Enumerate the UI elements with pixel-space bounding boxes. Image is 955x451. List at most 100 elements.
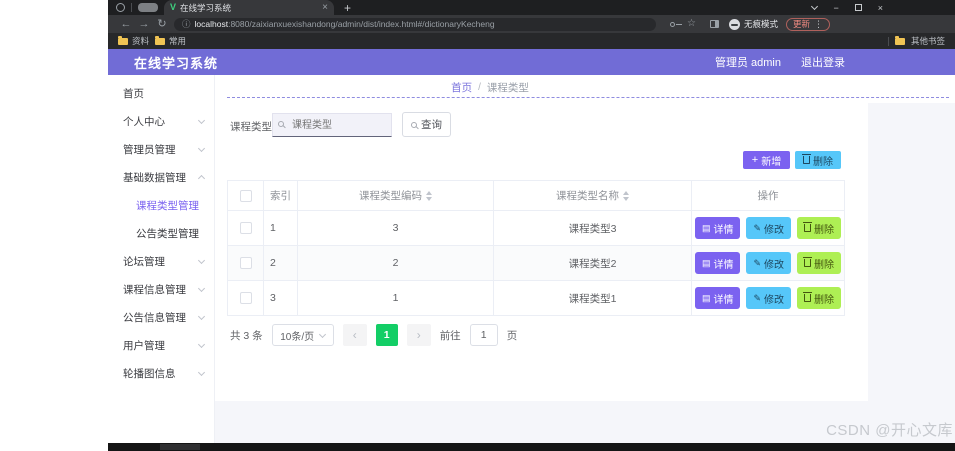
menu-dots-icon[interactable]: ⋮ (814, 18, 823, 29)
app-title: 在线学习系统 (134, 55, 219, 71)
bookmark-folder-1[interactable]: 资料 (118, 35, 149, 47)
goto-page-input[interactable] (469, 324, 498, 346)
breadcrumb-separator-icon: / (478, 82, 481, 93)
search-input-wrap (272, 113, 392, 137)
folder-icon (155, 35, 166, 45)
sidebar-item-admin-management[interactable]: 管理员管理 (108, 135, 214, 163)
watermark: CSDN @开心文库 (826, 422, 953, 439)
bookmarks-bar: 资料 常用 其他书签 (108, 33, 955, 49)
header-name[interactable]: 课程类型名称 (494, 181, 692, 210)
sidebar-item-user-management[interactable]: 用户管理 (108, 331, 214, 359)
trash-icon (802, 154, 811, 164)
sidebar: 首页 个人中心 管理员管理 基础数据管理 课程类型管理 (108, 75, 215, 443)
password-key-icon[interactable] (670, 21, 682, 27)
sidebar-item-home[interactable]: 首页 (123, 87, 144, 100)
sidebar-item-basic-data[interactable]: 基础数据管理 (108, 163, 214, 191)
cell-name: 课程类型3 (494, 211, 692, 245)
maximize-icon[interactable] (854, 4, 862, 11)
back-icon[interactable]: ← (120, 17, 132, 30)
browser-tab[interactable]: V 在线学习系统 × (164, 0, 334, 15)
prev-page-button[interactable]: ‹ (342, 324, 367, 346)
globe-icon[interactable] (116, 3, 125, 12)
current-user[interactable]: 管理员 admin (714, 57, 781, 69)
row-checkbox[interactable] (239, 222, 252, 234)
cell-code: 3 (298, 211, 494, 245)
sidebar-item-notice-type[interactable]: 公告类型管理 (136, 227, 199, 240)
other-bookmarks[interactable]: 其他书签 (887, 35, 945, 47)
current-page-button[interactable]: 1 (375, 324, 398, 346)
detail-icon: ▤ (701, 257, 711, 268)
cell-index: 2 (264, 246, 298, 280)
detail-button[interactable]: ▤ 详情 (694, 252, 741, 274)
sidebar-item-carousel[interactable]: 轮播图信息 (108, 359, 214, 387)
next-page-button[interactable]: › (406, 324, 431, 346)
divider (131, 3, 132, 12)
breadcrumb-home[interactable]: 首页 (451, 82, 473, 94)
header-code[interactable]: 课程类型编码 (298, 181, 494, 210)
cell-operations: ▤ 详情 ✎ 修改 删除 (692, 246, 844, 280)
bulk-delete-button[interactable]: 删除 (795, 151, 841, 169)
row-checkbox[interactable] (239, 292, 252, 304)
page-unit-label: 页 (506, 329, 518, 342)
chevron-down-icon (319, 330, 327, 338)
bookmark-star-icon[interactable]: ☆ (687, 18, 696, 29)
bookmark-label: 资料 (132, 36, 150, 46)
detail-button[interactable]: ▤ 详情 (694, 217, 741, 239)
update-button[interactable]: 更新 ⋮ (785, 17, 830, 31)
cell-name: 课程类型2 (494, 246, 692, 280)
row-checkbox[interactable] (239, 257, 252, 269)
new-tab-button[interactable]: + (344, 0, 352, 15)
sidebar-item-forum[interactable]: 论坛管理 (108, 247, 214, 275)
chevron-down-icon (197, 116, 206, 124)
side-panel-icon[interactable] (709, 20, 719, 28)
bookmark-folder-2[interactable]: 常用 (155, 35, 186, 47)
other-bookmarks-label: 其他书签 (910, 36, 945, 46)
chevron-down-icon (197, 284, 206, 292)
logout-link[interactable]: 退出登录 (801, 57, 845, 69)
chevron-down-icon (197, 144, 206, 152)
content-right-gutter (868, 103, 955, 401)
window-controls: − × (811, 0, 883, 15)
cell-index: 3 (264, 281, 298, 315)
filter-label: 课程类型 (230, 121, 272, 133)
address-bar[interactable]: ⓘ localhost:8080/zaixianxuexishandong/ad… (174, 17, 656, 31)
incognito-badge[interactable]: 无痕模式 (728, 18, 778, 30)
delete-button[interactable]: 删除 (797, 287, 842, 309)
select-all-checkbox[interactable] (239, 189, 252, 202)
sidebar-item-personal-center[interactable]: 个人中心 (108, 107, 214, 135)
edit-icon: ✎ (753, 222, 762, 233)
sort-icon[interactable] (623, 190, 629, 201)
sidebar-item-course-info[interactable]: 课程信息管理 (108, 275, 214, 303)
detail-button[interactable]: ▤ 详情 (694, 287, 741, 309)
app-body: 首页 个人中心 管理员管理 基础数据管理 课程类型管理 (108, 75, 955, 443)
browser-tab-strip: V 在线学习系统 × + − × (108, 0, 955, 15)
edit-button[interactable]: ✎ 修改 (746, 287, 792, 309)
main-content: 首页 / 课程类型 课程类型 查询 + 新增 (215, 75, 955, 443)
query-button[interactable]: 查询 (402, 112, 451, 137)
window-close-icon[interactable]: × (877, 2, 883, 13)
tab-close-icon[interactable]: × (322, 1, 328, 13)
app-header: 在线学习系统 管理员 admin 退出登录 (108, 49, 955, 75)
sidebar-item-notice-info[interactable]: 公告信息管理 (108, 303, 214, 331)
breadcrumb: 首页 / 课程类型 (215, 80, 765, 95)
table-row: 1 3 课程类型3 ▤ 详情 ✎ 修改 删除 (228, 211, 844, 246)
edit-button[interactable]: ✎ 修改 (746, 217, 792, 239)
delete-button[interactable]: 删除 (797, 252, 842, 274)
edit-button[interactable]: ✎ 修改 (746, 252, 792, 274)
folder-icon (894, 35, 905, 45)
reload-icon[interactable]: ↻ (157, 17, 167, 30)
forward-icon[interactable]: → (138, 17, 150, 30)
sidebar-item-course-type[interactable]: 课程类型管理 (136, 199, 199, 212)
taskbar-app-icon (160, 444, 200, 450)
delete-button[interactable]: 删除 (797, 217, 842, 239)
search-input[interactable] (272, 113, 392, 137)
window-dropdown-icon[interactable] (811, 2, 819, 10)
table-toolbar: + 新增 删除 (743, 151, 841, 169)
minimize-icon[interactable]: − (833, 2, 839, 13)
add-button[interactable]: + 新增 (743, 151, 790, 169)
sort-icon[interactable] (426, 190, 432, 201)
tab-group-icon[interactable] (138, 3, 158, 12)
site-info-icon[interactable]: ⓘ (182, 19, 191, 29)
browser-window: V 在线学习系统 × + − × ← → ↻ ⓘ localhost:8080/… (108, 0, 955, 451)
page-size-select[interactable]: 10条/页 (271, 324, 334, 346)
